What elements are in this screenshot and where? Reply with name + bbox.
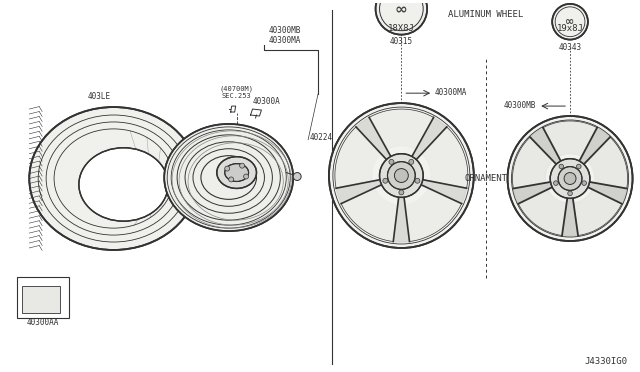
- Polygon shape: [419, 179, 467, 203]
- Polygon shape: [422, 127, 468, 188]
- Text: 40300MB: 40300MB: [504, 101, 536, 110]
- Polygon shape: [513, 137, 553, 189]
- Text: 19x8J: 19x8J: [557, 24, 584, 33]
- Text: 40224: 40224: [310, 133, 333, 142]
- Circle shape: [389, 160, 394, 164]
- Polygon shape: [585, 182, 627, 204]
- Ellipse shape: [29, 107, 198, 250]
- Polygon shape: [588, 137, 628, 189]
- Polygon shape: [573, 189, 622, 235]
- Ellipse shape: [217, 157, 257, 189]
- Circle shape: [376, 0, 427, 35]
- Polygon shape: [335, 127, 381, 188]
- Text: 40300MA: 40300MA: [268, 36, 301, 45]
- Text: 40300MB: 40300MB: [268, 26, 301, 35]
- Ellipse shape: [164, 124, 293, 231]
- Circle shape: [387, 162, 415, 189]
- Circle shape: [383, 178, 388, 183]
- Circle shape: [409, 160, 414, 164]
- Text: (40700M): (40700M): [220, 85, 253, 92]
- Circle shape: [550, 159, 590, 198]
- Circle shape: [552, 4, 588, 39]
- Circle shape: [394, 169, 408, 183]
- Polygon shape: [518, 189, 566, 235]
- Circle shape: [558, 167, 582, 190]
- Ellipse shape: [79, 148, 168, 221]
- Polygon shape: [341, 188, 397, 241]
- FancyBboxPatch shape: [17, 277, 69, 318]
- Polygon shape: [562, 195, 578, 236]
- Circle shape: [577, 164, 581, 169]
- Text: 40300A: 40300A: [253, 97, 280, 106]
- Polygon shape: [336, 179, 384, 203]
- Text: SEC.253: SEC.253: [222, 93, 252, 99]
- Text: 40300AA: 40300AA: [27, 318, 60, 327]
- Circle shape: [399, 190, 404, 195]
- Circle shape: [225, 166, 230, 171]
- Circle shape: [244, 174, 248, 179]
- Circle shape: [559, 164, 564, 169]
- Polygon shape: [393, 194, 410, 242]
- Circle shape: [582, 181, 586, 185]
- Ellipse shape: [225, 164, 248, 182]
- Polygon shape: [513, 182, 555, 204]
- Circle shape: [380, 154, 423, 198]
- Text: ALUMINUM WHEEL: ALUMINUM WHEEL: [448, 10, 524, 19]
- Polygon shape: [530, 128, 562, 166]
- Circle shape: [568, 191, 572, 196]
- Circle shape: [415, 178, 420, 183]
- Text: ∞: ∞: [395, 1, 408, 16]
- FancyBboxPatch shape: [22, 286, 60, 314]
- Text: 40300MA: 40300MA: [435, 88, 467, 97]
- Text: J4330IG0: J4330IG0: [584, 357, 628, 366]
- Circle shape: [293, 173, 301, 180]
- Text: 40343: 40343: [559, 42, 582, 51]
- Circle shape: [554, 181, 558, 185]
- Circle shape: [564, 173, 576, 185]
- Text: 18X8J: 18X8J: [388, 24, 415, 33]
- Polygon shape: [543, 121, 597, 157]
- Polygon shape: [405, 188, 461, 241]
- Polygon shape: [410, 118, 447, 162]
- Text: 403LE: 403LE: [87, 92, 110, 101]
- Polygon shape: [578, 128, 610, 166]
- Polygon shape: [356, 118, 392, 162]
- Polygon shape: [369, 109, 433, 150]
- Circle shape: [329, 103, 474, 248]
- Text: ∞: ∞: [565, 17, 575, 27]
- Text: 40315: 40315: [390, 36, 413, 45]
- Circle shape: [239, 163, 244, 168]
- Circle shape: [508, 116, 632, 241]
- Text: ORNAMENT: ORNAMENT: [464, 174, 508, 183]
- Circle shape: [228, 177, 234, 182]
